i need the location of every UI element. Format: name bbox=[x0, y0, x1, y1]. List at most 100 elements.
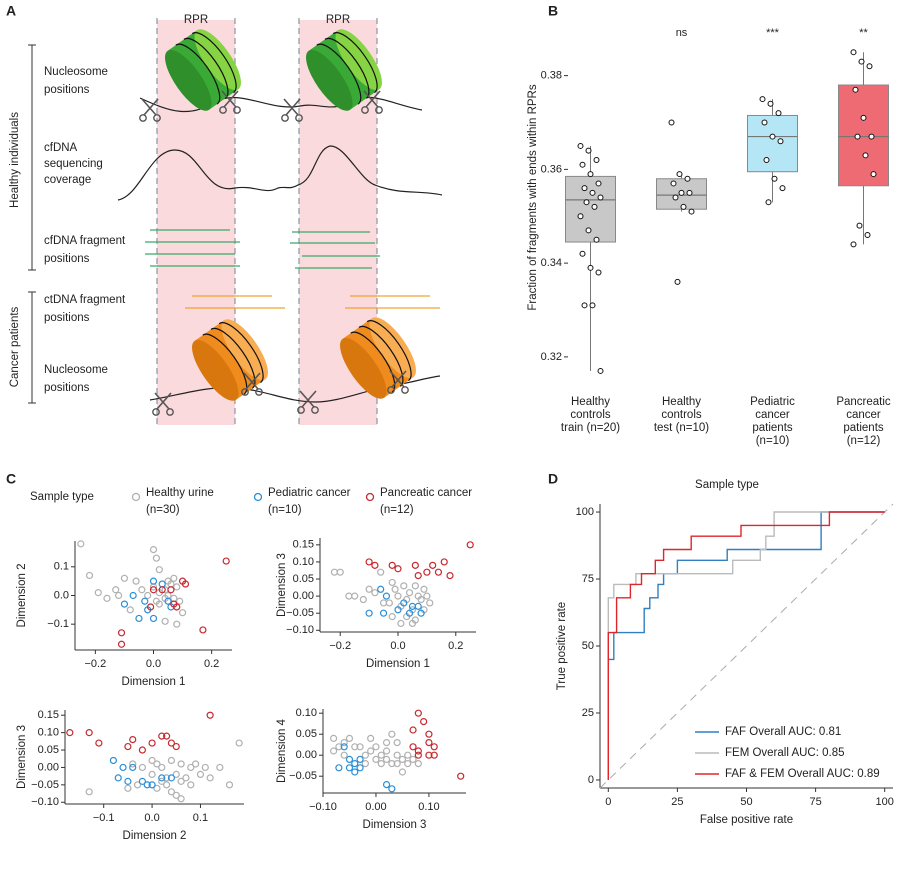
scatter-point bbox=[377, 751, 385, 759]
y-tick-label: 0.10 bbox=[38, 727, 59, 739]
data-point bbox=[862, 152, 869, 159]
scatter-point bbox=[182, 774, 190, 782]
data-point bbox=[581, 302, 588, 309]
scatter-point bbox=[377, 568, 385, 576]
data-point bbox=[591, 203, 598, 210]
scatter-point bbox=[141, 597, 149, 605]
scatter-point bbox=[377, 585, 385, 593]
scatter-point bbox=[414, 751, 422, 759]
group-label: Cancer patients bbox=[9, 306, 21, 387]
y-tick-label: −0.1 bbox=[47, 618, 69, 630]
scatter-point bbox=[178, 609, 187, 617]
scatter-point bbox=[394, 606, 402, 614]
scatter-point bbox=[400, 582, 408, 590]
data-point bbox=[585, 147, 592, 154]
scatter-point bbox=[129, 763, 137, 772]
scatter-point bbox=[345, 734, 354, 743]
row-label: positions bbox=[44, 382, 90, 394]
y-axis-title: Fraction of fragments with ends within R… bbox=[527, 84, 539, 311]
y-axis-title: Dimension 2 bbox=[16, 564, 28, 628]
legend-label: Healthy urine bbox=[146, 487, 214, 499]
y-tick-label: 0.0 bbox=[54, 589, 69, 601]
data-point bbox=[761, 119, 768, 126]
scatter-point bbox=[115, 591, 123, 600]
scatter-point bbox=[158, 586, 166, 594]
data-point bbox=[686, 189, 693, 196]
scatter-point bbox=[152, 554, 161, 562]
data-point bbox=[854, 133, 861, 140]
data-point bbox=[858, 58, 865, 65]
scatter-point bbox=[177, 777, 185, 785]
x-tick-label: Healthy bbox=[571, 396, 610, 408]
data-point bbox=[777, 138, 784, 145]
scatter-point bbox=[173, 603, 181, 611]
scatter-point bbox=[388, 578, 396, 587]
scatter-point bbox=[124, 777, 132, 785]
scatter-point bbox=[420, 717, 428, 726]
scatter-point bbox=[176, 597, 184, 605]
scatter-point bbox=[356, 743, 364, 751]
legend-label: FEM Overall AUC: 0.85 bbox=[725, 747, 845, 759]
row-label: Nucleosome bbox=[44, 364, 108, 376]
scatter-point bbox=[388, 561, 396, 569]
data-point bbox=[759, 96, 766, 103]
scatter-point bbox=[345, 592, 353, 600]
scatter-point bbox=[120, 574, 129, 582]
scatter-point bbox=[124, 784, 132, 792]
scatter-point bbox=[371, 561, 379, 569]
x-tick-label: controls bbox=[661, 409, 702, 421]
legend-label: FAF Overall AUC: 0.81 bbox=[725, 726, 841, 738]
scatter-point bbox=[345, 764, 354, 772]
scatter-point bbox=[351, 759, 359, 768]
scatter-point bbox=[149, 546, 158, 554]
scatter-point bbox=[153, 784, 161, 792]
data-point bbox=[577, 213, 584, 220]
y-tick-label: 0.00 bbox=[293, 590, 314, 602]
scatter-point bbox=[388, 613, 396, 621]
data-point bbox=[585, 227, 592, 234]
scatter-point bbox=[404, 759, 412, 768]
data-point bbox=[593, 157, 600, 163]
scatter-point bbox=[132, 577, 140, 585]
scatter-point bbox=[112, 586, 120, 594]
y-tick-label: −0.10 bbox=[31, 796, 59, 808]
significance-label: ** bbox=[859, 27, 868, 39]
data-point bbox=[860, 114, 867, 121]
x-tick-label: Pediatric bbox=[750, 396, 795, 408]
x-tick-label: −0.10 bbox=[309, 801, 337, 813]
y-tick-label: 0.00 bbox=[296, 749, 317, 761]
row-label: cfDNA fragment bbox=[44, 235, 126, 247]
legend-label: Pancreatic cancer bbox=[380, 487, 472, 499]
data-point bbox=[597, 194, 604, 201]
scatter-point bbox=[361, 759, 369, 768]
scatter-point bbox=[167, 788, 176, 796]
scatter-point bbox=[393, 751, 401, 759]
scatter-point bbox=[201, 763, 209, 772]
y-tick-label: 0.15 bbox=[293, 539, 314, 551]
scatter-point bbox=[129, 591, 137, 600]
data-point bbox=[864, 232, 871, 238]
scatter-point bbox=[138, 746, 147, 754]
x-axis-title: False positive rate bbox=[700, 814, 793, 826]
scatter-point bbox=[199, 626, 207, 634]
scatter-point bbox=[411, 616, 419, 624]
scatter-point bbox=[222, 557, 230, 565]
scatter-point bbox=[466, 541, 474, 549]
x-axis-title: Dimension 3 bbox=[363, 819, 427, 831]
data-point bbox=[676, 171, 683, 178]
scatter-point bbox=[94, 589, 102, 597]
data-point bbox=[767, 100, 774, 107]
scatter-point bbox=[162, 781, 171, 789]
scatter-point bbox=[329, 734, 338, 743]
scatter-point bbox=[388, 759, 396, 768]
scatter-point bbox=[144, 591, 152, 600]
scatter-point bbox=[359, 595, 367, 604]
scatter-point bbox=[330, 568, 339, 576]
scatter-point bbox=[434, 568, 443, 576]
scatter-point bbox=[177, 795, 185, 803]
scatter-point bbox=[382, 747, 391, 755]
scatter-point bbox=[124, 742, 132, 751]
data-point bbox=[678, 189, 685, 196]
y-axis-title: Dimension 3 bbox=[276, 553, 288, 617]
box bbox=[838, 84, 889, 187]
